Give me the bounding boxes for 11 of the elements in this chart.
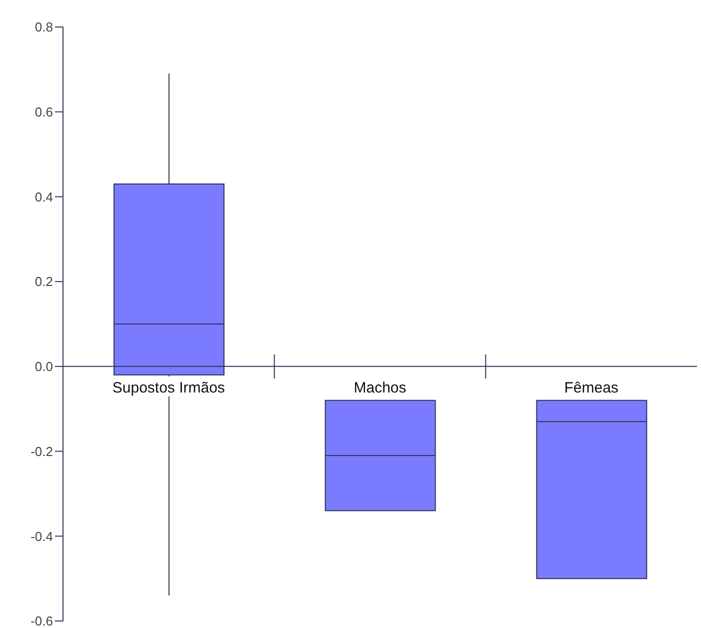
x-tick-label: Machos — [354, 379, 406, 396]
y-tick-label: -0.2 — [30, 444, 53, 459]
y-tick-label: 0.6 — [34, 104, 53, 120]
y-tick-label: 0.2 — [34, 274, 53, 290]
x-tick-label: Supostos Irmãos — [112, 379, 225, 396]
y-tick-label: -0.6 — [30, 614, 53, 628]
y-tick-label: 0.0 — [34, 359, 53, 374]
y-tick-label: 0.8 — [34, 20, 53, 35]
y-tick-label: 0.4 — [34, 189, 53, 204]
y-tick-label: -0.4 — [30, 528, 53, 544]
x-tick-label: Fêmeas — [564, 379, 618, 396]
